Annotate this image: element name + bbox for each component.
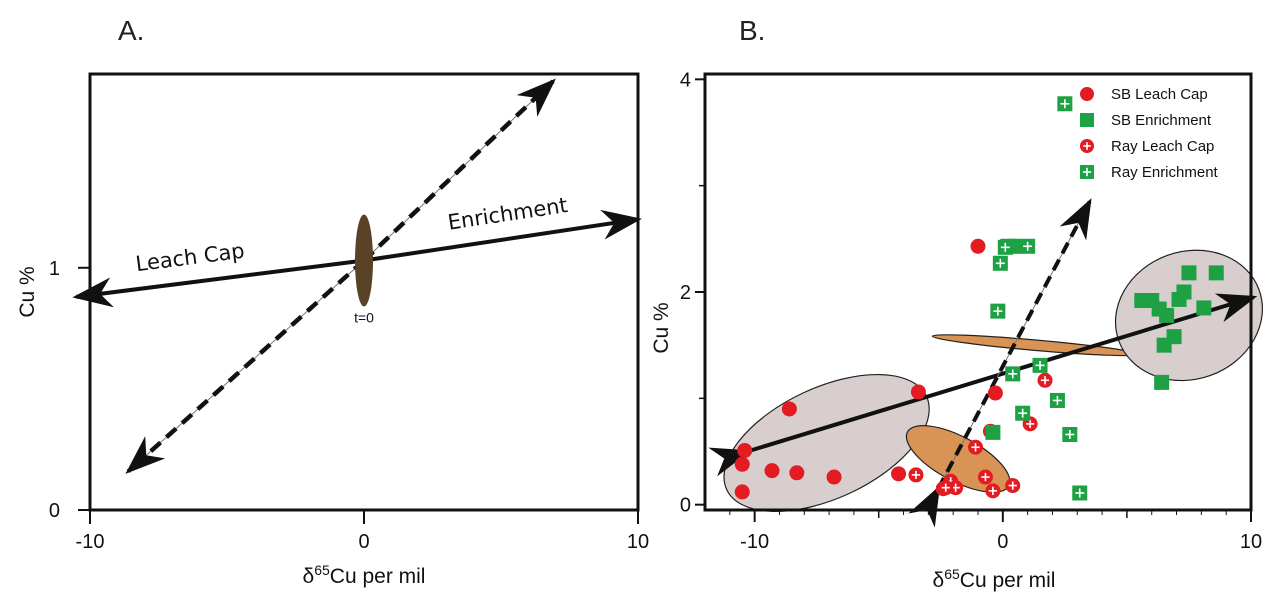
y-tick-label: 0	[680, 495, 691, 517]
field-ellipse	[931, 334, 1139, 357]
x-tick-label: -10	[740, 531, 769, 553]
sb-leach-cap-point	[910, 384, 926, 400]
legend-label: Ray Leach Cap	[1111, 138, 1214, 155]
field-ellipse	[1114, 249, 1263, 382]
leach-cap-label: Leach Cap	[134, 239, 246, 277]
x-tick-label: 0	[997, 531, 1008, 553]
ray-enrichment-point	[1057, 96, 1073, 112]
panel-b: B. -10 0 10 0 2 4 SB Leach Cap SB Enrichment Ra…	[650, 15, 1263, 592]
x-tick-label: 10	[627, 531, 649, 553]
sb-leach-cap-point	[891, 466, 907, 482]
ray-enrichment-point	[1005, 366, 1021, 382]
x-tick-label: -10	[76, 531, 105, 553]
enrichment-label: Enrichment	[446, 193, 569, 235]
ray-leach-cap-point	[977, 469, 993, 485]
dashed-trend-arrow	[125, 258, 366, 474]
ray-leach-cap-point	[908, 467, 924, 483]
ray-leach-cap-point	[1037, 372, 1053, 388]
sb-enrichment-point	[1154, 374, 1170, 390]
ray-enrichment-point	[1072, 485, 1088, 501]
sb-leach-cap-point	[1080, 87, 1094, 101]
sb-leach-cap-point	[781, 401, 797, 417]
sb-leach-cap-point	[764, 463, 780, 479]
legend-label: SB Enrichment	[1111, 112, 1212, 129]
origin-marker	[355, 214, 373, 307]
panel-b-x-axis-title: δ65Cu per mil	[933, 566, 1056, 592]
panel-b-points	[734, 96, 1224, 501]
sb-leach-cap-point	[970, 238, 986, 254]
ray-leach-cap-point	[1080, 139, 1094, 153]
y-tick-label: 1	[49, 258, 60, 280]
x-tick-label: 10	[1240, 531, 1262, 553]
ray-leach-cap-point	[1005, 478, 1021, 494]
sb-enrichment-point	[1181, 265, 1197, 281]
solid-trend-arrow	[72, 258, 365, 308]
legend-label: Ray Enrichment	[1111, 164, 1219, 181]
ray-leach-cap-point	[985, 483, 1001, 499]
ray-enrichment-point	[1020, 238, 1036, 254]
y-tick-label: 2	[680, 282, 691, 304]
sb-enrichment-point	[1196, 300, 1212, 316]
sb-leach-cap-point	[737, 442, 753, 458]
panel-b-ticks: -10 0 10 0 2 4	[680, 69, 1262, 553]
x-tick-label: 0	[358, 531, 369, 553]
ray-enrichment-point	[1032, 357, 1048, 373]
ray-enrichment-point	[1062, 426, 1078, 442]
sb-enrichment-point	[1208, 265, 1224, 281]
panel-a-x-axis-title: δ65Cu per mil	[303, 562, 426, 588]
sb-enrichment-point	[1159, 307, 1175, 323]
panel-a-y-axis-title: Cu %	[16, 266, 39, 317]
dashed-trend-arrow	[362, 78, 556, 263]
sb-enrichment-point	[1080, 113, 1094, 127]
y-tick-label: 0	[49, 500, 60, 522]
sb-leach-cap-point	[789, 465, 805, 481]
sb-enrichment-point	[1176, 284, 1192, 300]
origin-label: t=0	[354, 310, 374, 326]
sb-enrichment-point	[985, 424, 1001, 440]
ray-leach-cap-point	[938, 480, 954, 496]
panel-b-y-axis-title: Cu %	[650, 302, 673, 353]
y-tick-label: 4	[680, 69, 691, 91]
ray-enrichment-point	[990, 303, 1006, 319]
sb-leach-cap-point	[987, 385, 1003, 401]
panel-a-letter: A.	[118, 15, 144, 46]
panel-b-trends	[708, 198, 1258, 528]
legend-label: SB Leach Cap	[1111, 86, 1208, 103]
ray-enrichment-point	[1080, 165, 1094, 179]
panel-a-trends	[72, 78, 642, 474]
ray-enrichment-point	[992, 255, 1008, 271]
sb-enrichment-point	[1156, 337, 1172, 353]
ray-enrichment-point	[1049, 392, 1065, 408]
ray-enrichment-point	[997, 239, 1013, 255]
dashed-trend-arrow	[908, 198, 1092, 528]
panel-b-letter: B.	[739, 15, 765, 46]
panel-a: A. -10 0 10 0 1 t=0 Leach Cap Enrichment δ65…	[16, 15, 649, 588]
solid-trend-arrow	[363, 209, 642, 263]
ray-leach-cap-point	[968, 439, 984, 455]
sb-leach-cap-point	[734, 484, 750, 500]
sb-leach-cap-point	[734, 456, 750, 472]
sb-leach-cap-point	[826, 469, 842, 485]
panel-a-ticks: -10 0 10 0 1	[49, 258, 649, 553]
ray-enrichment-point	[1015, 405, 1031, 421]
legend: SB Leach Cap SB Enrichment Ray Leach Cap Ra…	[1080, 86, 1219, 181]
